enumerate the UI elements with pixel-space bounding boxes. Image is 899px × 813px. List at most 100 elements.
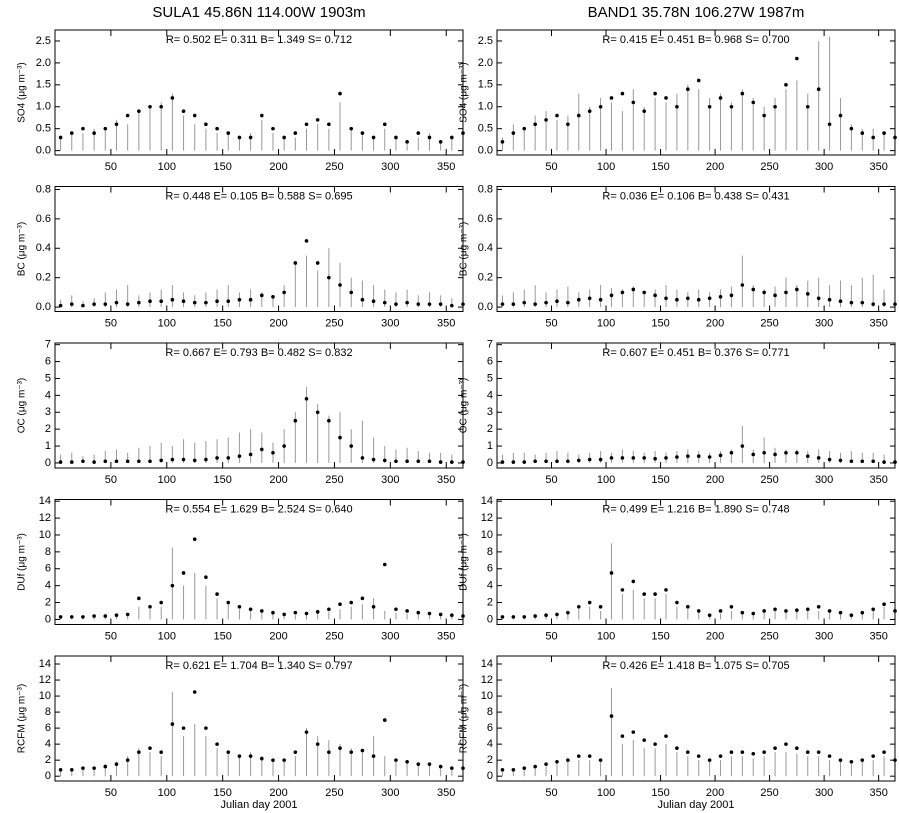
model-dot xyxy=(125,459,130,464)
y-axis-label: SO4 (μg m⁻³) xyxy=(459,62,470,123)
model-dot xyxy=(137,750,141,754)
model-dot xyxy=(315,610,320,614)
model-dot xyxy=(816,87,821,92)
model-dot xyxy=(137,596,141,601)
model-dot xyxy=(642,456,647,460)
model-dot xyxy=(849,459,854,464)
model-dot xyxy=(450,303,454,308)
model-dot xyxy=(192,458,197,463)
model-dot xyxy=(248,754,253,758)
x-tick-label: 50 xyxy=(545,161,557,173)
y-axis-label: BC (μg m⁻³) xyxy=(17,222,28,276)
x-tick-label: 150 xyxy=(651,787,669,799)
model-dot xyxy=(382,300,387,305)
model-dot xyxy=(226,131,231,135)
x-tick-label: 250 xyxy=(760,474,778,486)
model-dot xyxy=(609,571,614,575)
x-tick-label: 150 xyxy=(213,161,231,173)
x-tick-label: 150 xyxy=(651,474,669,486)
model-dot xyxy=(882,131,886,135)
model-dot xyxy=(620,734,625,738)
model-dot xyxy=(522,126,527,131)
y-axis-label: OC (μg m⁻³) xyxy=(459,378,470,433)
y-axis-label: SO4 (μg m⁻³) xyxy=(17,62,28,123)
panel-title: SULA1 45.86N 114.00W 1903m xyxy=(152,4,365,21)
model-dot xyxy=(137,300,141,305)
y-tick-label: 6 xyxy=(487,563,493,575)
x-tick-label: 250 xyxy=(325,787,343,799)
model-dot xyxy=(631,287,636,292)
model-dot xyxy=(598,758,603,762)
model-dot xyxy=(58,767,63,772)
model-dot xyxy=(718,754,723,758)
y-tick-label: 12 xyxy=(39,512,51,524)
model-dot xyxy=(795,746,799,750)
model-dot xyxy=(338,435,342,440)
x-tick-label: 350 xyxy=(869,161,887,173)
model-dot xyxy=(315,410,320,415)
model-dot xyxy=(103,764,108,769)
model-dot xyxy=(871,607,875,612)
model-dot xyxy=(58,135,63,140)
y-tick-label: 5 xyxy=(487,372,493,384)
y-tick-label: 4 xyxy=(487,389,493,401)
x-tick-label: 250 xyxy=(760,787,778,799)
model-dot xyxy=(81,126,85,131)
model-dot xyxy=(181,299,186,304)
model-dot xyxy=(181,109,186,113)
model-dot xyxy=(159,600,163,605)
y-tick-label: 10 xyxy=(481,529,493,541)
model-dot xyxy=(293,418,298,423)
y-tick-label: 10 xyxy=(481,690,493,702)
model-dot xyxy=(226,299,231,304)
model-dot xyxy=(304,239,309,243)
model-dot xyxy=(533,614,537,618)
model-dot xyxy=(103,126,108,131)
x-tick-label: 50 xyxy=(105,161,117,173)
model-dot xyxy=(427,302,432,306)
model-dot xyxy=(838,113,843,118)
y-tick-label: 1.0 xyxy=(36,101,51,113)
annotation: R= 0.621 E= 1.704 B= 1.340 S= 0.797 xyxy=(165,660,352,672)
model-dot xyxy=(566,610,570,615)
y-tick-label: 12 xyxy=(481,512,493,524)
model-dot xyxy=(653,293,657,298)
annotation: R= 0.448 E= 0.105 B= 0.588 S= 0.695 xyxy=(165,190,352,202)
model-dot xyxy=(271,758,275,762)
y-tick-label: 0.0 xyxy=(478,145,493,157)
model-dot xyxy=(653,91,657,96)
model-dot xyxy=(416,302,421,306)
model-dot xyxy=(192,300,197,305)
model-dot xyxy=(349,600,354,605)
model-dot xyxy=(620,588,625,592)
model-dot xyxy=(795,56,799,61)
x-tick-label: 200 xyxy=(269,474,287,486)
model-dot xyxy=(729,104,734,109)
model-dot xyxy=(360,748,365,753)
model-dot xyxy=(784,609,788,613)
y-tick-label: 8 xyxy=(487,706,493,718)
x-tick-label: 200 xyxy=(706,787,724,799)
model-dot xyxy=(740,444,745,448)
model-dot xyxy=(92,614,96,618)
model-dot xyxy=(740,610,745,615)
model-dot xyxy=(349,126,354,131)
model-dot xyxy=(394,758,398,762)
model-dot xyxy=(729,293,734,298)
model-dot xyxy=(598,604,603,609)
x-tick-label: 300 xyxy=(815,787,833,799)
model-dot xyxy=(148,104,152,109)
model-dot xyxy=(587,457,592,462)
model-dot xyxy=(675,297,679,302)
model-dot xyxy=(237,297,242,302)
model-dot xyxy=(371,299,376,304)
model-dot xyxy=(533,302,537,306)
model-dot xyxy=(237,454,242,458)
model-dot xyxy=(620,290,625,295)
model-dot xyxy=(631,456,636,460)
model-dot xyxy=(304,396,309,401)
x-tick-label: 250 xyxy=(760,161,778,173)
model-dot xyxy=(609,293,614,298)
y-tick-label: 2 xyxy=(487,596,493,608)
model-dot xyxy=(587,600,592,605)
